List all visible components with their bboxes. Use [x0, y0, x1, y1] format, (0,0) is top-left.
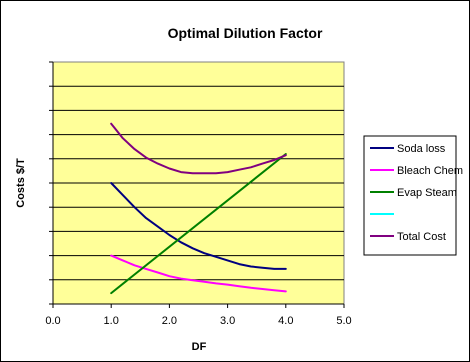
x-tick-label: 0.0: [45, 315, 60, 327]
x-tick-label: 4.0: [278, 315, 293, 327]
x-tick-label: 3.0: [220, 315, 235, 327]
x-tick-label: 2.0: [162, 315, 177, 327]
legend-label: Bleach Chem: [397, 165, 463, 177]
legend-label: Soda loss: [397, 143, 446, 155]
series-line-1: [110, 254, 287, 293]
series-line-4: [110, 122, 287, 175]
legend-label: Total Cost: [397, 231, 446, 243]
x-axis: 0.0 1.0 2.0 3.0 4.0 5.0: [45, 303, 352, 327]
y-axis-label: Costs $/T: [15, 158, 27, 208]
x-tick-label: 5.0: [336, 315, 351, 327]
legend: Soda loss Bleach Chem Evap Steam Total Cost: [363, 135, 463, 256]
gridlines: [53, 85, 344, 281]
series-line-0: [110, 182, 287, 270]
x-tick-label: 1.0: [104, 315, 119, 327]
x-axis-label: DF: [192, 341, 207, 353]
series-line-2: [110, 153, 287, 295]
legend-label: Evap Steam: [397, 187, 457, 199]
legend-box: [363, 135, 457, 256]
y-axis: [49, 61, 54, 305]
chart-title: Optimal Dilution Factor: [168, 25, 323, 41]
series-layer: [110, 122, 287, 295]
